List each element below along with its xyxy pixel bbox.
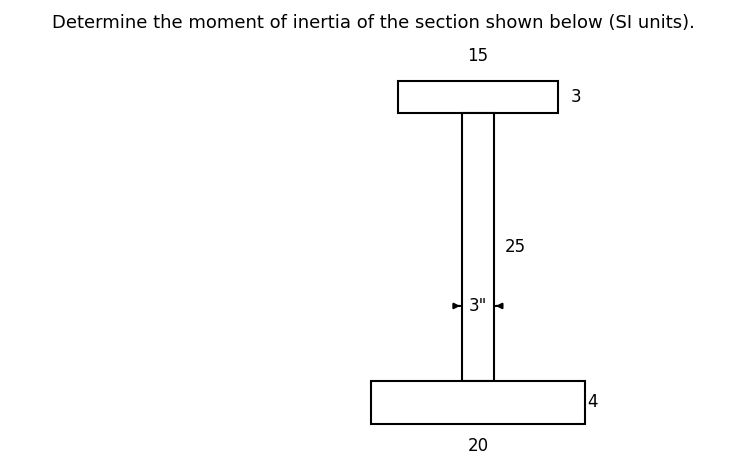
Text: 3: 3 [571, 88, 582, 106]
Bar [462, 113, 494, 381]
Text: Determine the moment of inertia of the section shown below (SI units).: Determine the moment of inertia of the s… [51, 14, 695, 32]
Text: 20: 20 [467, 437, 489, 455]
Bar [371, 381, 585, 424]
Text: 3": 3" [468, 297, 487, 315]
Text: 4: 4 [587, 393, 598, 411]
Text: 15: 15 [467, 47, 489, 65]
Bar [398, 81, 558, 113]
Text: 25: 25 [505, 238, 526, 256]
